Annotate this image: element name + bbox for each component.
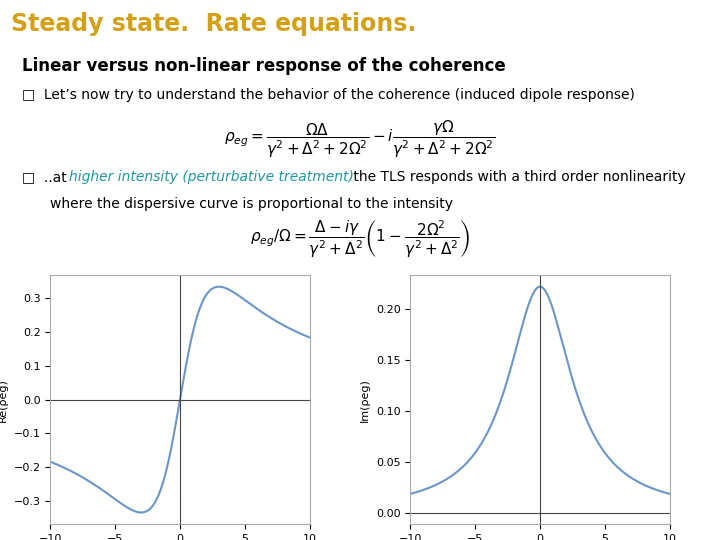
Text: where the dispersive curve is proportional to the intensity: where the dispersive curve is proportion… xyxy=(50,197,454,211)
Text: □  Let’s now try to understand the behavior of the coherence (induced dipole res: □ Let’s now try to understand the behavi… xyxy=(22,88,634,102)
Text: higher intensity (perturbative treatment): higher intensity (perturbative treatment… xyxy=(69,170,354,184)
Text: $\rho_{eg}/\Omega = \dfrac{\Delta - i\gamma}{\gamma^2 + \Delta^2}\left(1 - \dfra: $\rho_{eg}/\Omega = \dfrac{\Delta - i\ga… xyxy=(250,219,470,260)
Y-axis label: Im(ρeg): Im(ρeg) xyxy=(361,377,370,422)
Text: Linear versus non-linear response of the coherence: Linear versus non-linear response of the… xyxy=(22,57,505,75)
Text: □  ..at: □ ..at xyxy=(22,170,71,184)
Text: $\rho_{eg} = \dfrac{\Omega\Delta}{\gamma^2 + \Delta^2 + 2\Omega^2} - i\dfrac{\ga: $\rho_{eg} = \dfrac{\Omega\Delta}{\gamma… xyxy=(225,118,495,160)
Y-axis label: Re(ρeg): Re(ρeg) xyxy=(0,377,8,422)
Text: the TLS responds with a third order nonlinearity: the TLS responds with a third order nonl… xyxy=(349,170,686,184)
Text: Steady state.  Rate equations.: Steady state. Rate equations. xyxy=(11,12,416,36)
